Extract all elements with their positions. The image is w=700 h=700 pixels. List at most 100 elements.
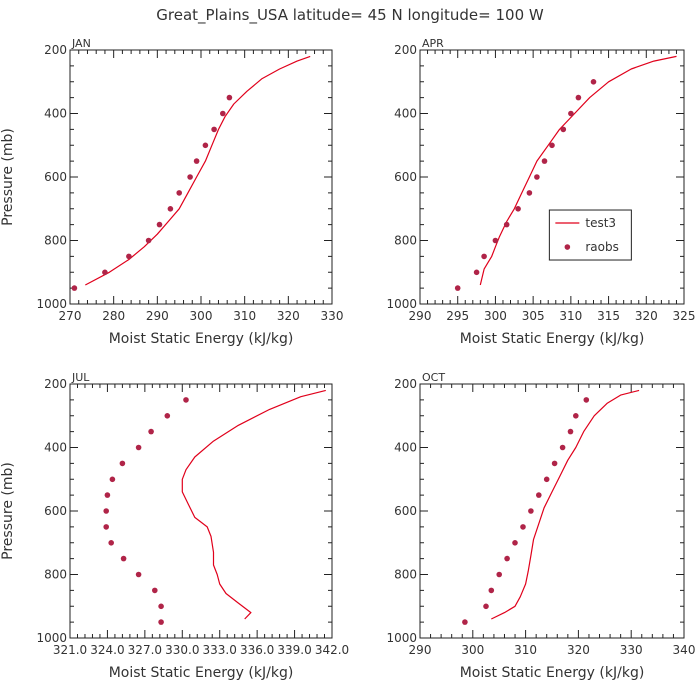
data-point-raobs <box>187 174 193 180</box>
y-tick-label: 1000 <box>386 297 417 311</box>
data-point-raobs <box>559 444 566 451</box>
x-tick-label: 280 <box>102 309 125 323</box>
data-point-raobs <box>483 603 489 610</box>
x-tick-label: 327.0 <box>128 643 162 657</box>
data-point-raobs <box>102 269 108 276</box>
data-point-raobs <box>568 110 574 117</box>
legend-swatch-marker <box>564 244 571 250</box>
data-point-raobs <box>454 285 461 291</box>
x-tick-label: 300 <box>461 643 484 657</box>
panel-apr: APR 290 295 300 305 310 315 320 325 200 400 600 800 1… <box>386 37 695 347</box>
y-tick-label: 800 <box>44 568 67 582</box>
series-line-test3 <box>491 389 640 620</box>
data-point-raobs <box>158 603 164 610</box>
data-point-raobs <box>193 158 200 164</box>
data-point-raobs <box>520 524 526 530</box>
data-point-raobs <box>152 587 158 594</box>
x-tick-label: 320 <box>635 309 658 323</box>
legend-label: raobs <box>585 240 619 254</box>
y-tick-label: 400 <box>394 107 417 121</box>
series-line-test3 <box>85 55 311 286</box>
series-line-test3 <box>181 389 326 620</box>
x-tick-label: 310 <box>233 309 256 323</box>
x-tick-label: 325 <box>673 309 696 323</box>
panel-oct: OCT 290 300 310 320 330 340 200 400 600 800 1000 Moi… <box>386 371 695 681</box>
panel-jul: JUL 321.0 324.0 327.0 330.0 333.0 336.0 339.0 34… <box>0 371 349 681</box>
y-tick-label: 200 <box>394 377 417 391</box>
data-point-raobs <box>534 174 540 180</box>
legend-box <box>548 209 632 261</box>
y-axis-label: Pressure (mb) <box>0 128 16 226</box>
data-point-raobs <box>148 428 154 435</box>
x-tick-label: 330 <box>321 309 344 323</box>
data-point-raobs <box>120 555 127 562</box>
x-tick-label: 270 <box>59 309 82 323</box>
x-tick-label: 310 <box>514 643 537 657</box>
y-tick-label: 200 <box>394 43 417 57</box>
panel-title: JAN <box>71 37 91 50</box>
y-tick-label: 400 <box>44 441 67 455</box>
y-tick-label: 800 <box>394 568 417 582</box>
data-point-raobs <box>183 397 189 403</box>
data-point-raobs <box>103 524 109 530</box>
data-point-raobs <box>488 587 495 594</box>
data-point-raobs <box>135 444 142 451</box>
data-point-raobs <box>526 190 533 196</box>
panel-title: APR <box>422 37 444 50</box>
x-tick-label: 333.0 <box>203 643 237 657</box>
legend-label: test3 <box>585 216 616 230</box>
x-tick-label: 330 <box>620 643 643 657</box>
x-axis-label: Moist Static Energy (kJ/kg) <box>109 665 294 681</box>
panel-jan: JAN 270 280 290 300 310 320 330 200 400 600 800 1000… <box>0 37 343 347</box>
panel-title: OCT <box>422 371 445 384</box>
data-point-raobs <box>462 619 468 625</box>
y-tick-label: 600 <box>394 170 417 184</box>
data-point-raobs <box>103 508 109 514</box>
data-point-raobs <box>473 269 480 276</box>
x-tick-label: 320 <box>567 643 590 657</box>
data-point-raobs <box>481 253 487 260</box>
y-tick-label: 400 <box>44 107 67 121</box>
data-point-raobs <box>176 190 182 196</box>
data-point-raobs <box>108 540 114 546</box>
x-tick-label: 290 <box>146 309 169 323</box>
x-tick-label: 290 <box>409 643 432 657</box>
figure-title: Great_Plains_USA latitude= 45 N longitud… <box>156 6 544 25</box>
y-tick-label: 1000 <box>36 297 67 311</box>
x-tick-label: 336.0 <box>240 643 274 657</box>
x-tick-label: 295 <box>446 309 469 323</box>
data-point-raobs <box>567 428 574 435</box>
series-line-test3 <box>479 55 677 286</box>
y-tick-label: 600 <box>44 170 67 184</box>
data-point-raobs <box>504 555 510 562</box>
data-point-raobs <box>492 237 499 244</box>
data-point-raobs <box>104 492 111 498</box>
x-tick-label: 340 <box>673 643 696 657</box>
y-tick-label: 200 <box>44 377 67 391</box>
y-tick-label: 600 <box>44 504 67 518</box>
data-point-raobs <box>135 571 142 578</box>
x-tick-label: 300 <box>190 309 213 323</box>
data-point-raobs <box>156 221 163 228</box>
x-tick-label: 339.0 <box>277 643 311 657</box>
data-point-raobs <box>583 397 590 403</box>
x-tick-label: 290 <box>409 309 432 323</box>
panel-title: JUL <box>71 371 90 384</box>
x-axis-label: Moist Static Energy (kJ/kg) <box>460 331 645 347</box>
y-tick-label: 600 <box>394 504 417 518</box>
x-axis-label: Moist Static Energy (kJ/kg) <box>460 665 645 681</box>
data-point-raobs <box>211 126 217 133</box>
data-point-raobs <box>560 126 567 133</box>
data-point-raobs <box>202 142 209 149</box>
y-tick-label: 1000 <box>386 631 417 645</box>
data-point-raobs <box>109 476 116 483</box>
data-point-raobs <box>503 221 510 228</box>
data-point-raobs <box>126 253 132 260</box>
data-point-raobs <box>496 571 503 578</box>
x-tick-label: 330.0 <box>165 643 199 657</box>
data-point-raobs <box>541 158 548 164</box>
data-point-raobs <box>119 460 126 467</box>
y-tick-label: 200 <box>44 43 67 57</box>
